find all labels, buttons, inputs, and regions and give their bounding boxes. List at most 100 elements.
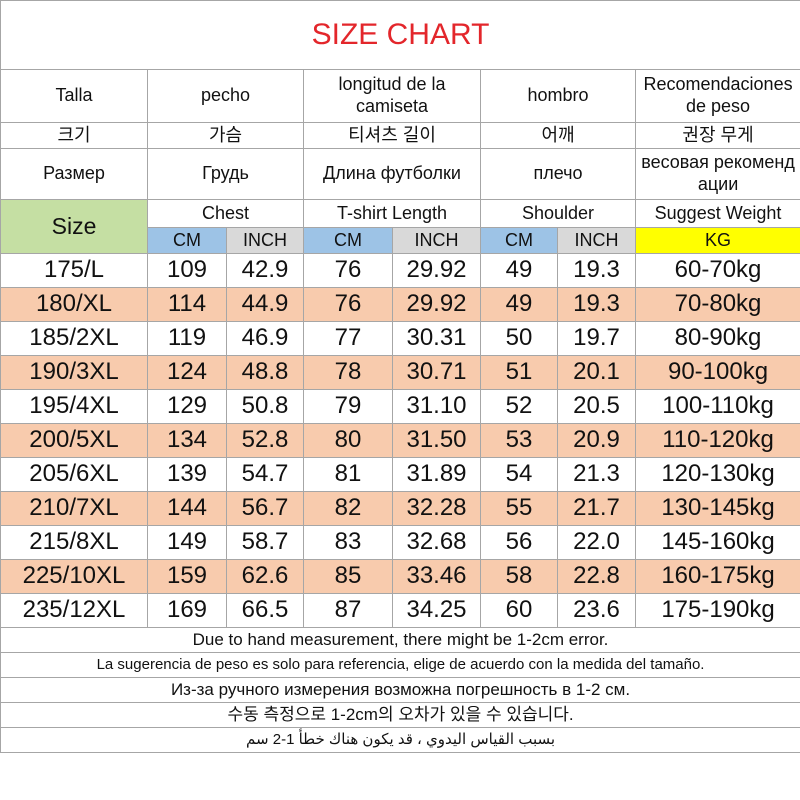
measurement: 29.92 — [392, 287, 481, 322]
measurement: 70-80kg — [634, 287, 800, 322]
spanish-header: Talla — [0, 69, 148, 123]
measurement: 83 — [303, 525, 393, 560]
unit-header: INCH — [557, 227, 636, 254]
russian-header: Длина футболки — [303, 148, 481, 200]
measurement: 49 — [480, 287, 558, 322]
measurement: 32.28 — [392, 491, 481, 526]
size-row: 175/L 109 42.9 76 29.92 49 19.3 60-70kg — [0, 253, 800, 288]
size-label: 210/7XL — [0, 491, 148, 526]
size-label: 190/3XL — [0, 355, 148, 390]
measurement: 60-70kg — [634, 253, 800, 288]
measurement: 160-175kg — [634, 559, 800, 594]
measurement: 56.7 — [226, 491, 304, 526]
spanish-header: pecho — [147, 69, 304, 123]
size-row: 215/8XL 149 58.7 83 32.68 56 22.0 145-160kg — [0, 525, 800, 560]
measurement: 159 — [147, 559, 227, 594]
measurement: 19.7 — [557, 321, 636, 356]
measurement: 119 — [147, 321, 227, 356]
measurement: 29.92 — [392, 253, 481, 288]
measurement: 90-100kg — [634, 355, 800, 390]
measurement: 130-145kg — [634, 491, 800, 526]
russian-header-row: Размер Грудь Длина футболки плечо весовая ре… — [0, 148, 800, 200]
measurement: 50.8 — [226, 389, 304, 424]
unit-header: CM — [147, 227, 227, 254]
measurement: 124 — [147, 355, 227, 390]
measurement: 20.1 — [557, 355, 636, 390]
measurement: 30.31 — [392, 321, 481, 356]
measurement: 78 — [303, 355, 393, 390]
measurement: 20.9 — [557, 423, 636, 458]
korean-header: 티셔츠 길이 — [303, 122, 481, 149]
measurement: 139 — [147, 457, 227, 492]
measurement: 114 — [147, 287, 227, 322]
korean-header: 어깨 — [480, 122, 636, 149]
unit-header: CM — [303, 227, 393, 254]
measurement: 31.89 — [392, 457, 481, 492]
russian-header: Грудь — [147, 148, 304, 200]
english-header: T-shirt Length — [303, 199, 481, 228]
size-row: 225/10XL 159 62.6 85 33.46 58 22.8 160-175kg — [0, 559, 800, 594]
measurement: 22.8 — [557, 559, 636, 594]
note-row: Из-за ручного измерения возможна погрешн… — [0, 677, 800, 703]
korean-header: 가슴 — [147, 122, 304, 149]
measurement: 53 — [480, 423, 558, 458]
measurement: 62.6 — [226, 559, 304, 594]
measurement: 76 — [303, 253, 393, 288]
title: SIZE CHART — [0, 0, 800, 70]
size-row: 190/3XL 124 48.8 78 30.71 51 20.1 90-100kg — [0, 355, 800, 390]
measurement: 80 — [303, 423, 393, 458]
spanish-header: Recomendaciones de peso — [634, 69, 800, 123]
measurement: 144 — [147, 491, 227, 526]
note: Из-за ручного измерения возможна погрешн… — [0, 677, 800, 703]
measurement: 21.3 — [557, 457, 636, 492]
size-label: 185/2XL — [0, 321, 148, 356]
measurement: 175-190kg — [634, 593, 800, 628]
measurement: 54 — [480, 457, 558, 492]
size-label: 195/4XL — [0, 389, 148, 424]
measurement: 31.50 — [392, 423, 481, 458]
english-header: Chest — [147, 199, 304, 228]
size-label: 235/12XL — [0, 593, 148, 628]
measurement: 79 — [303, 389, 393, 424]
size-row: 180/XL 114 44.9 76 29.92 49 19.3 70-80kg — [0, 287, 800, 322]
measurement: 110-120kg — [634, 423, 800, 458]
note: بسبب القياس اليدوي ، قد يكون هناك خطأ 1-… — [0, 727, 800, 753]
measurement: 48.8 — [226, 355, 304, 390]
measurement: 58 — [480, 559, 558, 594]
measurement: 31.10 — [392, 389, 481, 424]
korean-header: 권장 무게 — [634, 122, 800, 149]
measurement: 46.9 — [226, 321, 304, 356]
size-label: 175/L — [0, 253, 148, 288]
note: La sugerencia de peso es solo para refer… — [0, 652, 800, 678]
measurement: 52 — [480, 389, 558, 424]
english-header: Suggest Weight — [634, 199, 800, 228]
size-label: 225/10XL — [0, 559, 148, 594]
spanish-header-row: Talla pecho longitud de la camiseta hombro R… — [0, 69, 800, 123]
note-row: بسبب القياس اليدوي ، قد يكون هناك خطأ 1-… — [0, 727, 800, 753]
measurement: 100-110kg — [634, 389, 800, 424]
measurement: 87 — [303, 593, 393, 628]
measurement: 169 — [147, 593, 227, 628]
measurement: 149 — [147, 525, 227, 560]
measurement: 134 — [147, 423, 227, 458]
size-row: 210/7XL 144 56.7 82 32.28 55 21.7 130-145kg — [0, 491, 800, 526]
measurement: 32.68 — [392, 525, 481, 560]
measurement: 145-160kg — [634, 525, 800, 560]
note: 수동 측정으로 1-2cm의 오차가 있을 수 있습니다. — [0, 702, 800, 728]
size-label: 200/5XL — [0, 423, 148, 458]
unit-header: CM — [480, 227, 558, 254]
size-row: 195/4XL 129 50.8 79 31.10 52 20.5 100-110kg — [0, 389, 800, 424]
unit-header: INCH — [392, 227, 481, 254]
measurement: 33.46 — [392, 559, 481, 594]
measurement: 19.3 — [557, 253, 636, 288]
note-row: Due to hand measurement, there might be … — [0, 627, 800, 653]
size-label: 215/8XL — [0, 525, 148, 560]
measurement: 51 — [480, 355, 558, 390]
unit-header: KG — [634, 227, 800, 254]
korean-header: 크기 — [0, 122, 148, 149]
size-row: 185/2XL 119 46.9 77 30.31 50 19.7 80-90kg — [0, 321, 800, 356]
size-row: 200/5XL 134 52.8 80 31.50 53 20.9 110-120kg — [0, 423, 800, 458]
measurement: 66.5 — [226, 593, 304, 628]
measurement: 30.71 — [392, 355, 481, 390]
russian-header: Размер — [0, 148, 148, 200]
